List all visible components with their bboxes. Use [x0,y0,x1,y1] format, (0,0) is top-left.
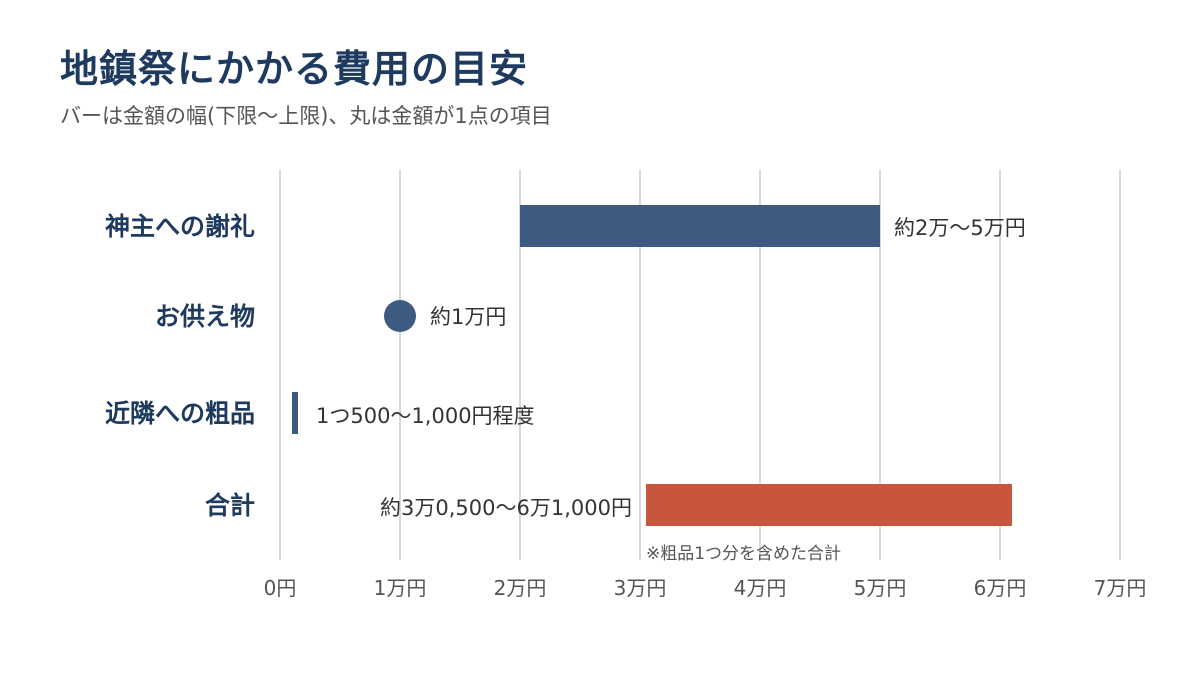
value-label: 約3万0,500〜6万1,000円 [380,496,632,520]
value-label: 約1万円 [430,305,506,329]
x-tick-label: 0円 [264,576,297,600]
category-label: 近隣への粗品 [105,399,255,428]
x-tick-label: 4万円 [734,576,787,600]
x-tick-label: 1万円 [374,576,427,600]
x-tick-label: 5万円 [854,576,907,600]
x-tick-label: 7万円 [1094,576,1147,600]
x-tick-label: 3万円 [614,576,667,600]
range-bar [646,484,1012,526]
category-label: 合計 [205,491,255,520]
category-label: お供え物 [155,302,255,331]
note-label: ※粗品1つ分を含めた合計 [646,544,841,564]
range-bar [520,205,880,247]
chart-subtitle: バーは金額の幅(下限〜上限)、丸は金額が1点の項目 [60,104,552,128]
value-label: 1つ500〜1,000円程度 [316,404,535,428]
x-tick-label: 2万円 [494,576,547,600]
dot-marker [384,300,416,332]
range-bar [292,392,298,434]
x-tick-label: 6万円 [974,576,1027,600]
category-label: 神主への謝礼 [105,212,255,241]
chart-title: 地鎮祭にかかる費用の目安 [60,47,529,91]
value-label: 約2万〜5万円 [894,216,1026,240]
